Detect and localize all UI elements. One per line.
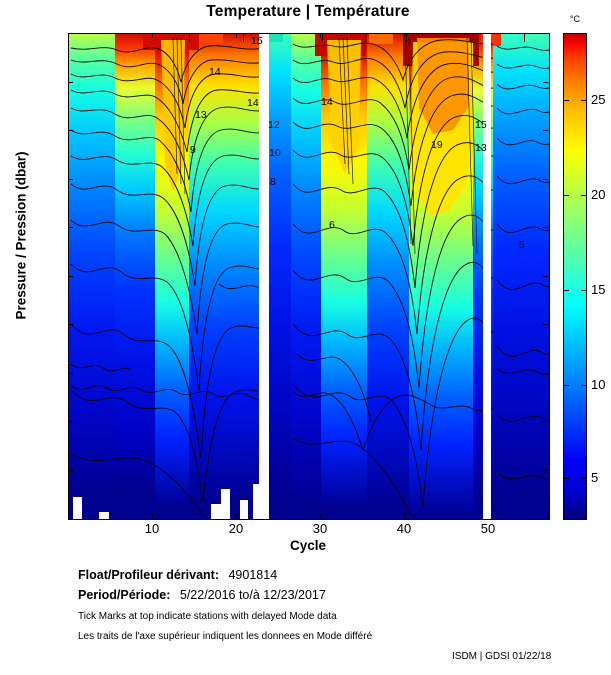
x-tick-label: 30 [312, 521, 328, 536]
contour-label: 8 [270, 176, 276, 188]
y-tick-mark [68, 372, 73, 374]
contour-label: 5 [519, 239, 525, 251]
contour-label: 15 [475, 119, 487, 131]
float-id-line: Float/Profileur dérivant: 4901814 [78, 568, 277, 582]
temperature-section-plot [69, 34, 549, 519]
contour-label: 9 [190, 144, 196, 156]
data-gap-band [483, 34, 491, 519]
y-tick-mark [68, 324, 73, 325]
contour-label: 13 [195, 109, 207, 121]
y-tick-mark [68, 81, 73, 83]
y-tick-mark [543, 178, 548, 180]
colorbar-tick-mark [564, 195, 569, 196]
y-axis-label: Pressure / Pression (dbar) [13, 151, 29, 320]
delayed-mode-tick [189, 34, 190, 42]
colorbar [563, 33, 587, 520]
colorbar-tick-label: 10 [591, 377, 606, 392]
y-tick-mark [68, 275, 73, 277]
colorbar-unit-label: °C [569, 14, 581, 24]
y-tick-mark [543, 421, 548, 422]
contour-label: 19 [431, 139, 443, 151]
float-id-value: 4901814 [228, 568, 278, 582]
y-tick-mark [543, 227, 548, 228]
y-tick-mark [543, 81, 548, 83]
x-axis-label: Cycle [289, 538, 327, 553]
contour-label: 14 [247, 97, 259, 109]
y-tick-mark [543, 33, 548, 34]
y-tick-mark [543, 275, 548, 277]
note-french: Les traits de l'axe supérieur indiquent … [78, 631, 373, 642]
colorbar-tick-mark [564, 290, 569, 291]
data-gap-band [259, 34, 269, 519]
colorbar-tick-mark [564, 385, 569, 386]
delayed-mode-tick [406, 34, 407, 42]
delayed-mode-tick [322, 34, 323, 42]
y-tick-mark [543, 130, 548, 131]
colorbar-tick-label: 20 [591, 187, 606, 202]
x-tick-label: 10 [144, 521, 160, 536]
y-tick-mark [68, 178, 73, 180]
float-id-label: Float/Profileur dérivant: [78, 568, 219, 582]
contour-label: 14 [209, 66, 221, 78]
contour-label: 15 [251, 35, 263, 47]
attribution: ISDM | GDSI 01/22/18 [452, 651, 552, 662]
colorbar-gradient [564, 34, 586, 519]
x-tick-label: 40 [396, 521, 412, 536]
colorbar-tick-mark [581, 385, 586, 386]
period-value: 5/22/2016 to/à 12/23/2017 [179, 588, 326, 602]
contour-label: 13 [475, 142, 487, 154]
delayed-mode-tick [473, 34, 474, 42]
colorbar-tick-label: 5 [591, 470, 599, 485]
colorbar-tick-mark [581, 478, 586, 479]
colorbar-tick-mark [564, 478, 569, 479]
colorbar-tick-mark [581, 195, 586, 196]
note-english: Tick Marks at top indicate stations with… [78, 611, 337, 622]
contour-label: 12 [268, 119, 280, 131]
y-tick-mark [68, 33, 73, 34]
colorbar-tick-mark [581, 290, 586, 291]
delayed-mode-tick [243, 34, 244, 42]
y-tick-mark [68, 227, 73, 228]
y-tick-mark [68, 421, 73, 422]
y-tick-mark [543, 372, 548, 374]
colorbar-tick-label: 25 [591, 92, 606, 107]
page-title: Temperature | Température [206, 3, 410, 20]
contour-label: 14 [321, 96, 333, 108]
colorbar-tick-mark [564, 100, 569, 101]
period-line: Period/Période: 5/22/2016 to/à 12/23/201… [78, 588, 326, 602]
x-tick-label: 50 [480, 521, 496, 536]
plot-axes: 15 14 13 14 12 10 9 8 6 14 19 15 13 5 [68, 33, 550, 520]
delayed-mode-tick [524, 34, 525, 42]
y-tick-mark [68, 469, 73, 471]
colorbar-tick-label: 15 [591, 282, 606, 297]
y-tick-mark [543, 324, 548, 325]
y-tick-mark [543, 469, 548, 471]
x-tick-label: 20 [228, 521, 244, 536]
contour-label: 6 [329, 219, 335, 231]
contour-label: 10 [269, 147, 281, 159]
period-label: Period/Période: [78, 588, 171, 602]
y-tick-mark [68, 130, 73, 131]
colorbar-tick-mark [581, 100, 586, 101]
